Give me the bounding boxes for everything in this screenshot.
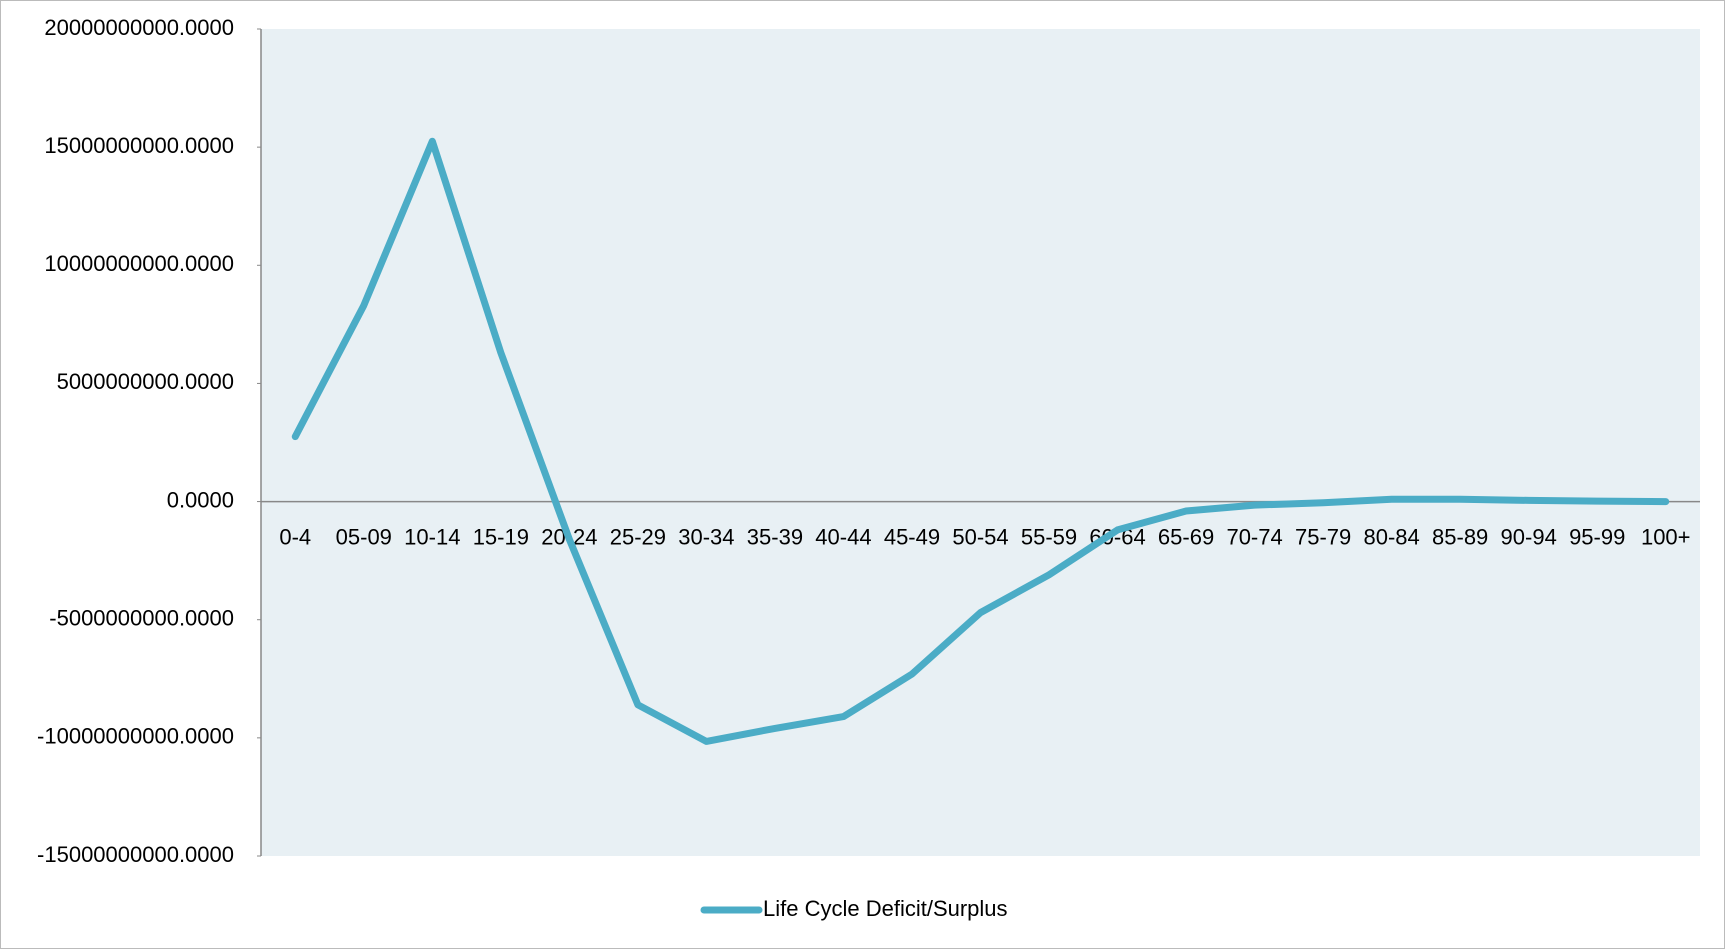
x-tick-label: 80-84 [1364, 524, 1420, 549]
x-tick-label: 45-49 [884, 524, 940, 549]
x-tick-label: 90-94 [1501, 524, 1557, 549]
y-tick-label: 20000000000.0000 [44, 15, 234, 40]
data-line [291, 137, 1670, 745]
y-tick-label: -5000000000.0000 [49, 606, 234, 631]
x-tick-label: 95-99 [1569, 524, 1625, 549]
x-tick-label: 15-19 [473, 524, 529, 549]
x-tick-label: 50-54 [952, 524, 1008, 549]
y-tick-label: -15000000000.0000 [37, 842, 234, 867]
x-tick-label: 0-4 [279, 524, 311, 549]
x-tick-label: 05-09 [336, 524, 392, 549]
legend-label: Life Cycle Deficit/Surplus [763, 896, 1008, 921]
x-tick-label: 55-59 [1021, 524, 1077, 549]
y-tick-label: 0.0000 [167, 487, 234, 512]
x-tick-label: 35-39 [747, 524, 803, 549]
x-tick-label: 25-29 [610, 524, 666, 549]
y-tick-label: 15000000000.0000 [44, 133, 234, 158]
x-tick-label: 30-34 [678, 524, 734, 549]
x-tick-label: 40-44 [815, 524, 871, 549]
x-tick-label: 75-79 [1295, 524, 1351, 549]
x-tick-label: 100+ [1641, 524, 1691, 549]
y-tick-label: -10000000000.0000 [37, 724, 234, 749]
x-tick-label: 70-74 [1226, 524, 1282, 549]
plot-area [261, 29, 1700, 856]
y-tick-label: 5000000000.0000 [57, 369, 234, 394]
x-tick-label: 85-89 [1432, 524, 1488, 549]
x-tick-label: 10-14 [404, 524, 460, 549]
x-tick-label: 65-69 [1158, 524, 1214, 549]
y-tick-label: 10000000000.0000 [44, 251, 234, 276]
